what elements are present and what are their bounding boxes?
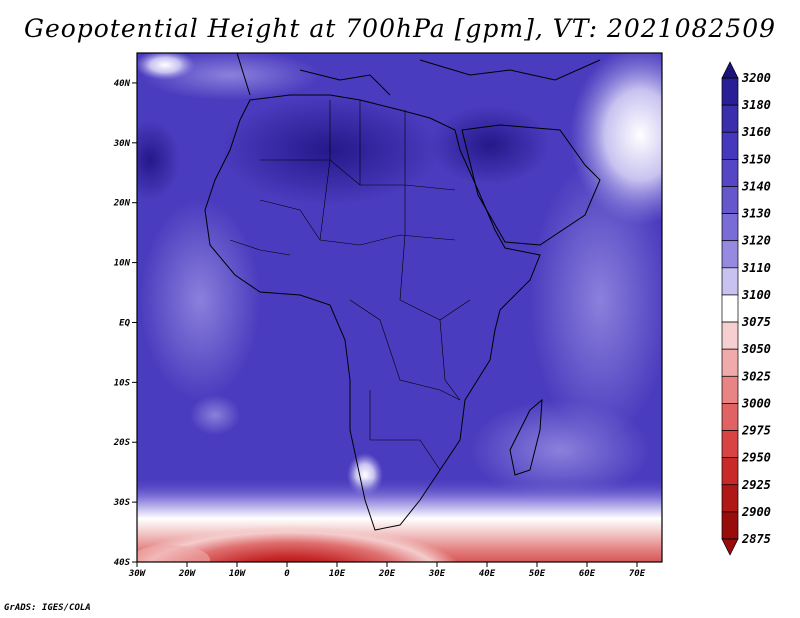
colorbar-label: 3180 [741, 98, 771, 112]
colorbar-swatch [721, 348, 739, 377]
lon-tick-label: 40E [479, 569, 496, 579]
colorbar-label: 3050 [741, 342, 771, 356]
colorbar-label: 3130 [741, 207, 771, 221]
colorbar-swatch [721, 240, 739, 269]
colorbar-swatch [721, 321, 739, 350]
colorbar-label: 3110 [741, 261, 771, 275]
colorbar-label: 3025 [741, 369, 771, 383]
colorbar-swatch [721, 159, 739, 187]
colorbar-label: 2900 [741, 505, 771, 519]
colorbar-swatch [721, 213, 739, 242]
africa-coastline [204, 94, 541, 531]
madagascar-coastline [509, 398, 543, 476]
lat-tick-label: 30N [113, 139, 131, 149]
lon-tick-label: 10E [329, 569, 346, 579]
height-field [137, 53, 662, 562]
lon-tick-label: 30W [128, 569, 147, 579]
lon-tick-label: 20W [178, 569, 197, 579]
colorbar: 3200 3180 3160 3150 3140 3130 3120 3110 3100 3075… [721, 61, 771, 556]
lat-tick-label: 20N [113, 199, 131, 209]
lon-tick-label: 20E [378, 569, 396, 579]
lat-tick-label: 20S [113, 438, 131, 448]
colorbar-label: 2925 [741, 478, 771, 492]
colorbar-label: 2975 [741, 424, 771, 438]
longitude-axis: 30W 20W 10W 0 10E 20E 30E 40E 50E 60E 70E [128, 562, 646, 579]
lat-tick-label: 10S [114, 378, 131, 388]
colorbar-bottom-arrow [721, 538, 739, 556]
colorbar-label: 2875 [741, 532, 771, 546]
colorbar-label: 3000 [741, 396, 771, 410]
colorbar-label: 3150 [741, 152, 771, 166]
colorbar-swatch [721, 267, 739, 296]
colorbar-swatch [721, 457, 739, 486]
europe-coastline [236, 53, 601, 96]
colorbar-swatch [721, 511, 739, 540]
colorbar-swatch [721, 375, 739, 404]
lon-tick-label: 0 [284, 569, 290, 579]
lon-tick-label: 60E [579, 569, 596, 579]
colorbar-swatch [721, 484, 739, 513]
colorbar-label: 3075 [741, 315, 771, 329]
lon-tick-label: 10W [229, 569, 247, 579]
lon-tick-label: 70E [629, 569, 646, 579]
colorbar-label: 2950 [741, 451, 771, 465]
lat-tick-label: 10N [114, 259, 131, 269]
lat-tick-label: EQ [119, 318, 130, 328]
colorbar-swatch [721, 131, 739, 160]
colorbar-label: 3140 [741, 179, 771, 193]
lat-tick-label: 40S [114, 558, 131, 568]
colorbar-swatch [721, 430, 739, 458]
lat-tick-label: 30S [113, 498, 131, 508]
colorbar-swatch [721, 77, 739, 106]
country-borders [229, 100, 471, 471]
plot-frame [136, 52, 663, 563]
map-title: Geopotential Height at 700hPa [gpm], VT:… [23, 14, 777, 43]
colorbar-top-arrow [721, 61, 739, 79]
colorbar-label: 3100 [741, 288, 771, 302]
colorbar-swatch [721, 294, 739, 323]
colorbar-swatch [721, 403, 739, 431]
colorbar-label: 3160 [741, 125, 771, 139]
lat-tick-label: 40N [114, 79, 131, 89]
footer-credit: GrADS: IGES/COLA [4, 603, 91, 613]
coastlines [204, 53, 601, 531]
colorbar-swatch [721, 186, 739, 214]
colorbar-label: 3120 [741, 234, 771, 248]
latitude-axis: 40N 30N 20N 10N EQ 10S 20S 30S 40S [113, 79, 137, 568]
colorbar-swatch [721, 104, 739, 133]
lon-tick-label: 30E [428, 569, 446, 579]
arabia-coastline [461, 124, 601, 246]
lon-tick-label: 50E [529, 569, 546, 579]
colorbar-label: 3200 [741, 71, 771, 85]
